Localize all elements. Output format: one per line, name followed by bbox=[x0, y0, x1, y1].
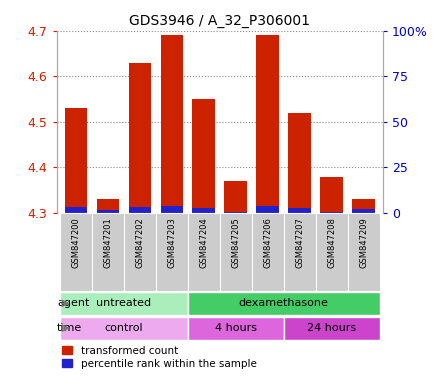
Bar bbox=[64, 207, 87, 213]
Text: GSM847200: GSM847200 bbox=[71, 217, 80, 268]
Text: agent: agent bbox=[57, 298, 89, 308]
Text: GSM847207: GSM847207 bbox=[294, 217, 303, 268]
Bar bbox=[219, 213, 251, 291]
Bar bbox=[283, 213, 315, 291]
Bar bbox=[187, 213, 219, 291]
Text: control: control bbox=[104, 323, 143, 333]
Bar bbox=[192, 99, 214, 213]
Bar bbox=[352, 199, 374, 213]
Bar bbox=[96, 199, 118, 213]
Text: GSM847204: GSM847204 bbox=[199, 217, 208, 268]
Bar bbox=[96, 210, 118, 213]
Bar bbox=[251, 213, 283, 291]
Text: 24 hours: 24 hours bbox=[306, 323, 355, 333]
Bar bbox=[64, 108, 87, 213]
Bar bbox=[352, 209, 374, 213]
Text: GSM847205: GSM847205 bbox=[230, 217, 240, 268]
Bar bbox=[315, 213, 347, 291]
Bar bbox=[187, 317, 283, 339]
Text: GSM847208: GSM847208 bbox=[326, 217, 335, 268]
Text: GSM847203: GSM847203 bbox=[167, 217, 176, 268]
Text: 4 hours: 4 hours bbox=[214, 323, 256, 333]
Legend: transformed count, percentile rank within the sample: transformed count, percentile rank withi… bbox=[62, 346, 256, 369]
Bar bbox=[347, 213, 379, 291]
Bar bbox=[92, 213, 123, 291]
Bar bbox=[187, 292, 379, 315]
Bar bbox=[283, 317, 379, 339]
Text: GSM847206: GSM847206 bbox=[263, 217, 272, 268]
Bar bbox=[128, 207, 151, 213]
Bar bbox=[59, 317, 187, 339]
Text: dexamethasone: dexamethasone bbox=[238, 298, 328, 308]
Text: time: time bbox=[57, 323, 82, 333]
Bar bbox=[59, 292, 187, 315]
Bar bbox=[224, 181, 247, 213]
Bar bbox=[320, 212, 342, 213]
Bar bbox=[123, 213, 155, 291]
Bar bbox=[288, 113, 310, 213]
Text: GSM847201: GSM847201 bbox=[103, 217, 112, 268]
Bar bbox=[160, 206, 182, 213]
Bar bbox=[192, 208, 214, 213]
Bar bbox=[59, 213, 92, 291]
Text: GSM847202: GSM847202 bbox=[135, 217, 144, 268]
Bar bbox=[320, 177, 342, 213]
Text: untreated: untreated bbox=[96, 298, 151, 308]
Bar bbox=[160, 35, 182, 213]
Bar bbox=[256, 35, 278, 213]
Title: GDS3946 / A_32_P306001: GDS3946 / A_32_P306001 bbox=[129, 14, 309, 28]
Bar bbox=[224, 212, 247, 213]
Text: GSM847209: GSM847209 bbox=[358, 217, 367, 268]
Bar bbox=[128, 63, 151, 213]
Bar bbox=[155, 213, 187, 291]
Bar bbox=[256, 206, 278, 213]
Bar bbox=[288, 208, 310, 213]
